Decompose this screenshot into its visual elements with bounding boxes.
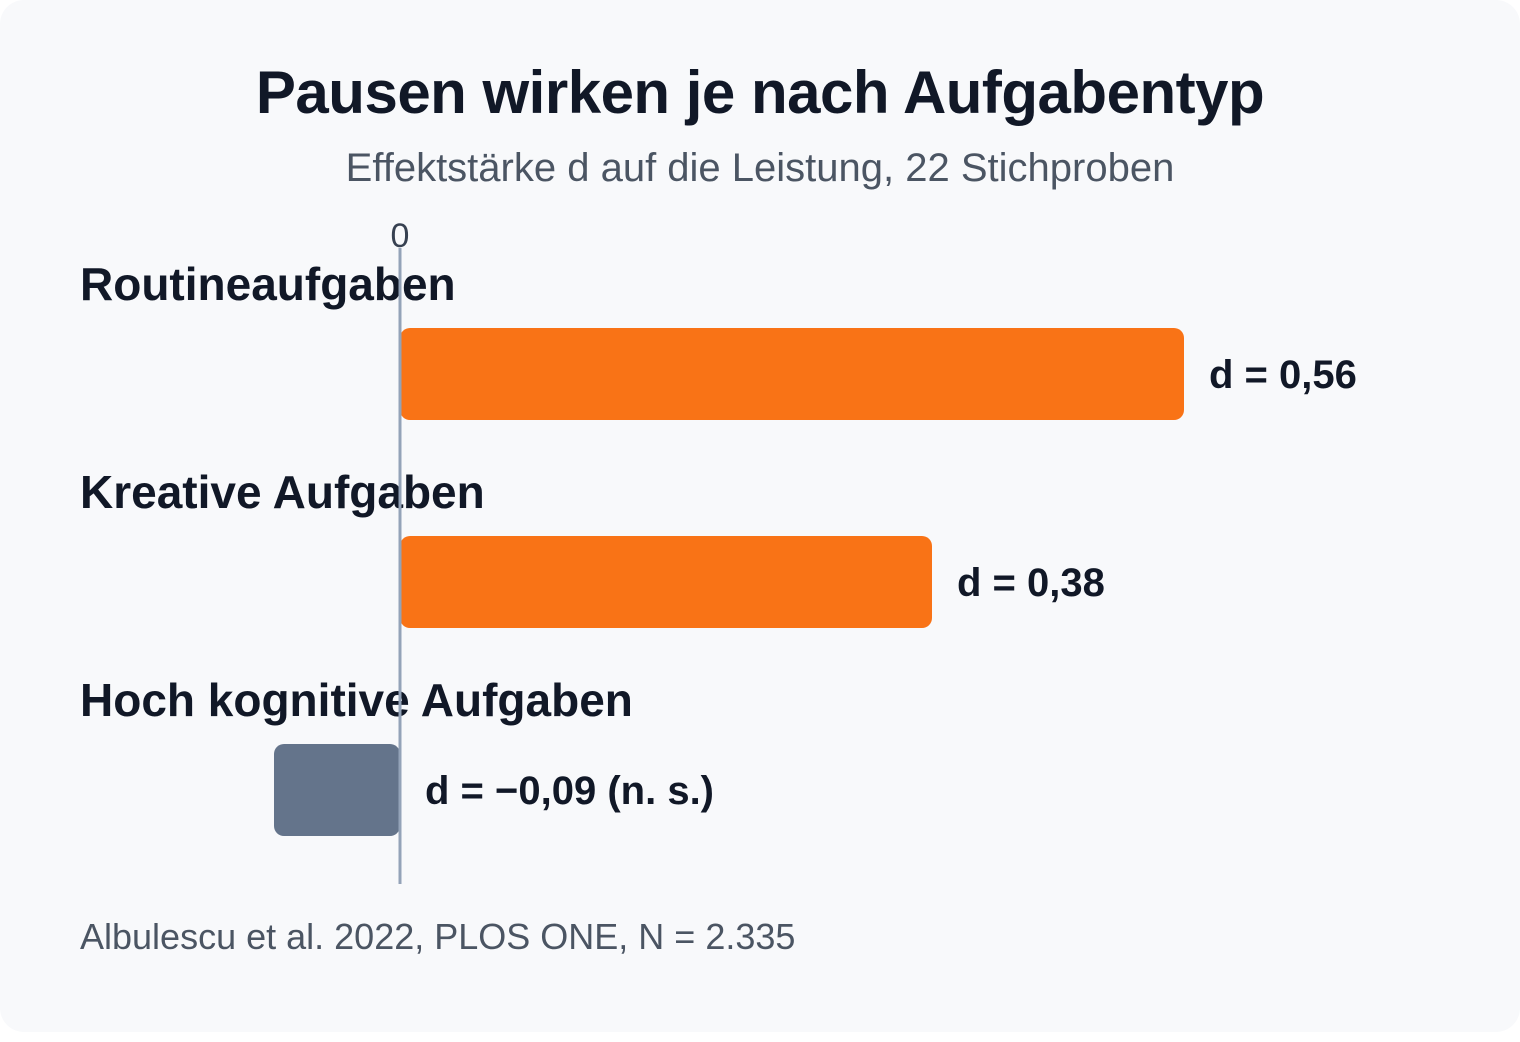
category-label: Kreative Aufgaben xyxy=(80,466,485,518)
zero-tick-label: 0 xyxy=(391,217,410,255)
category-label: Routineaufgaben xyxy=(80,258,456,310)
data-label: d = −0,09 (n. s.) xyxy=(425,769,714,813)
chart-title: Pausen wirken je nach Aufgabentyp xyxy=(255,59,1265,126)
data-label: d = 0,56 xyxy=(1209,353,1357,397)
bar xyxy=(400,536,932,628)
category-label: Hoch kognitive Aufgaben xyxy=(80,674,633,726)
bar xyxy=(274,744,400,836)
data-label: d = 0,38 xyxy=(957,561,1105,605)
source-note: Albulescu et al. 2022, PLOS ONE, N = 2.3… xyxy=(80,916,796,957)
chart-subtitle: Effektstärke d auf die Leistung, 22 Stic… xyxy=(345,146,1175,190)
bar xyxy=(400,328,1184,420)
